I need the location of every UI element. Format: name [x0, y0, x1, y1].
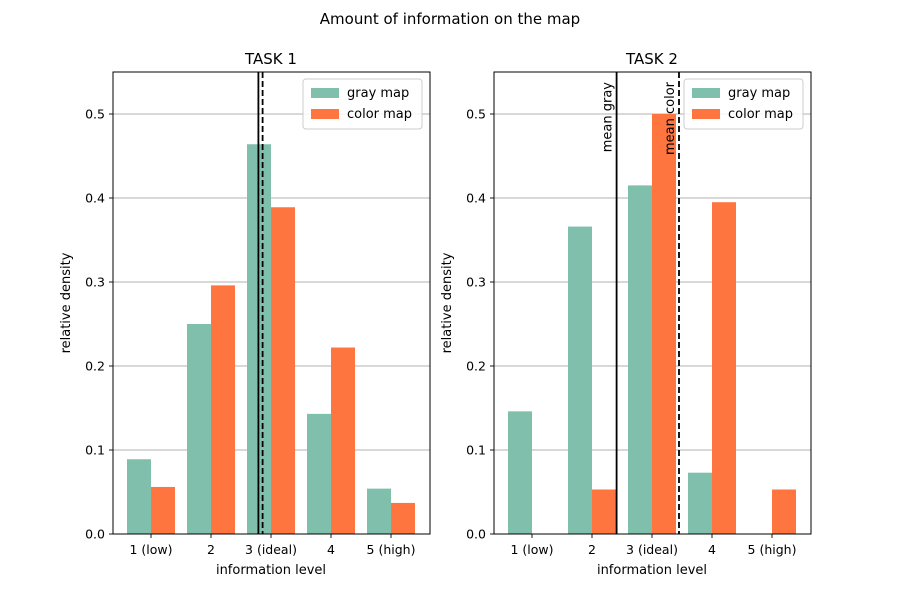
bars: [127, 144, 415, 535]
y-tick-label: 0.5: [85, 107, 105, 122]
y-axis-label: relative density: [59, 252, 74, 353]
plot-frame: [493, 71, 812, 535]
mean-lines: mean gray mean color: [601, 72, 680, 534]
panel-title: TASK 2: [625, 50, 678, 68]
x-ticks: 1 (low) 2 3 (ideal) 4 5 (high): [510, 534, 796, 557]
legend: gray map color map: [302, 78, 423, 130]
bar-gray-map: [187, 324, 211, 534]
bar-color-map: [391, 502, 415, 534]
bar-color-map: [772, 489, 796, 534]
bar-color-map: [652, 114, 676, 534]
legend-label-color-map: color map: [728, 107, 793, 122]
figure-title: Amount of information on the map: [320, 10, 580, 28]
bar-gray-map: [628, 185, 652, 534]
bar-gray-map: [127, 459, 151, 534]
plot-frame: [112, 71, 431, 535]
panel-task-2: TASK 2 mean gray mean color 0.00.10.20.30…: [440, 50, 812, 578]
x-tick-label: 1 (low): [510, 542, 553, 557]
bar-gray-map: [688, 472, 712, 534]
bar-gray-map: [307, 413, 331, 534]
x-tick-label: 1 (low): [129, 542, 172, 557]
bar-color-map: [592, 489, 616, 534]
x-axis-label: information level: [216, 563, 326, 578]
y-tick-label: 0.4: [466, 191, 486, 206]
y-tick-label: 0.1: [466, 443, 486, 458]
x-axis-label: information level: [597, 563, 707, 578]
panel-task-1: TASK 1 0.0 0.1 0.2 0.3 0.4 0.5 1 (low) 2 3 (ide…: [59, 50, 431, 578]
bar-color-map: [712, 202, 736, 534]
y-ticks: 0.0 0.1 0.2 0.3 0.4 0.5: [85, 107, 113, 542]
y-tick-label: 0.2: [466, 359, 486, 374]
x-tick-label: 4: [708, 542, 716, 557]
bar-gray-map: [508, 411, 532, 534]
bar-gray-map: [568, 226, 592, 534]
legend-swatch-gray-map: [692, 88, 720, 98]
y-tick-label: 0.0: [466, 527, 486, 542]
bar-color-map: [211, 285, 235, 534]
panel-title: TASK 1: [244, 50, 297, 68]
x-tick-label: 2: [207, 542, 215, 557]
y-tick-label: 0.5: [466, 107, 486, 122]
legend-label-gray-map: gray map: [347, 86, 409, 101]
x-tick-label: 2: [588, 542, 596, 557]
legend-swatch-gray-map: [311, 88, 339, 98]
bar-color-map: [331, 347, 355, 534]
y-ticks: 0.0 0.1 0.2 0.3 0.4 0.5: [466, 107, 494, 542]
x-tick-label: 3 (ideal): [626, 542, 678, 557]
legend: gray map color map: [683, 78, 804, 130]
x-tick-label: 5 (high): [748, 542, 797, 557]
x-tick-label: 4: [327, 542, 335, 557]
mean-line-label: mean color: [663, 81, 678, 155]
y-axis-label: relative density: [440, 252, 455, 353]
y-tick-label: 0.3: [466, 275, 486, 290]
bars: [508, 114, 796, 534]
bar-color-map: [151, 486, 175, 534]
legend-swatch-color-map: [311, 109, 339, 119]
y-tick-label: 0.0: [85, 527, 105, 542]
x-tick-label: 5 (high): [367, 542, 416, 557]
mean-lines: [257, 72, 264, 534]
y-tick-label: 0.4: [85, 191, 105, 206]
x-ticks: 1 (low) 2 3 (ideal) 4 5 (high): [129, 534, 415, 557]
y-tick-label: 0.3: [85, 275, 105, 290]
mean-line-label: mean gray: [601, 82, 616, 153]
y-tick-label: 0.1: [85, 443, 105, 458]
legend-label-color-map: color map: [347, 107, 412, 122]
y-tick-label: 0.2: [85, 359, 105, 374]
legend-swatch-color-map: [692, 109, 720, 119]
bar-color-map: [271, 207, 295, 535]
bar-gray-map: [367, 488, 391, 534]
x-tick-label: 3 (ideal): [245, 542, 297, 557]
legend-label-gray-map: gray map: [728, 86, 790, 101]
